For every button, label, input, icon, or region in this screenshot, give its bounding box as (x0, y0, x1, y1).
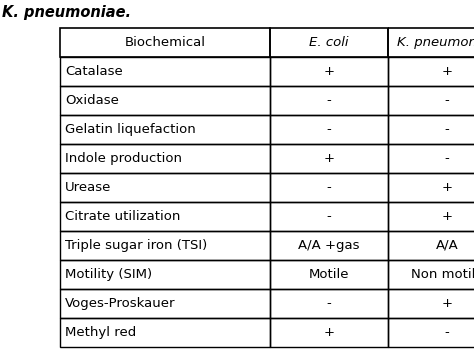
Text: +: + (323, 152, 335, 165)
Text: +: + (441, 210, 453, 223)
Bar (60, 144, 270, 173)
Bar (60, 289, 270, 318)
Bar (388, 57, 474, 86)
Bar (60, 86, 270, 115)
Bar (270, 28, 388, 57)
Bar (60, 115, 270, 144)
Bar (388, 115, 474, 144)
Text: Citrate utilization: Citrate utilization (65, 210, 181, 223)
Text: -: - (445, 326, 449, 339)
Bar (270, 231, 388, 260)
Bar (270, 57, 388, 86)
Text: -: - (445, 94, 449, 107)
Bar (388, 173, 474, 202)
Text: Biochemical: Biochemical (125, 36, 206, 49)
Bar (388, 289, 474, 318)
Text: -: - (327, 94, 331, 107)
Bar (60, 318, 270, 347)
Text: -: - (445, 152, 449, 165)
Bar (270, 144, 388, 173)
Text: +: + (323, 65, 335, 78)
Bar (388, 86, 474, 115)
Bar (388, 318, 474, 347)
Text: A/A: A/A (436, 239, 458, 252)
Text: Motile: Motile (309, 268, 349, 281)
Text: Non motile: Non motile (410, 268, 474, 281)
Text: +: + (441, 65, 453, 78)
Text: Methyl red: Methyl red (65, 326, 136, 339)
Text: Catalase: Catalase (65, 65, 123, 78)
Bar (388, 231, 474, 260)
Text: -: - (327, 123, 331, 136)
Text: Oxidase: Oxidase (65, 94, 119, 107)
Bar (270, 318, 388, 347)
Text: Indole production: Indole production (65, 152, 182, 165)
Bar (388, 260, 474, 289)
Bar (270, 289, 388, 318)
Bar (270, 173, 388, 202)
Text: E. coli: E. coli (309, 36, 349, 49)
Bar (270, 202, 388, 231)
Text: -: - (327, 181, 331, 194)
Bar (270, 260, 388, 289)
Text: Motility (SIM): Motility (SIM) (65, 268, 152, 281)
Bar (60, 231, 270, 260)
Bar (60, 28, 270, 57)
Text: Urease: Urease (65, 181, 111, 194)
Text: -: - (327, 210, 331, 223)
Text: Voges-Proskauer: Voges-Proskauer (65, 297, 175, 310)
Text: K. pneumoniae.: K. pneumoniae. (2, 5, 131, 20)
Text: +: + (441, 181, 453, 194)
Text: Triple sugar iron (TSI): Triple sugar iron (TSI) (65, 239, 207, 252)
Text: Gelatin liquefaction: Gelatin liquefaction (65, 123, 196, 136)
Bar (388, 144, 474, 173)
Bar (270, 86, 388, 115)
Bar (60, 57, 270, 86)
Text: +: + (441, 297, 453, 310)
Bar (388, 202, 474, 231)
Bar (388, 28, 474, 57)
Text: A/A +gas: A/A +gas (298, 239, 360, 252)
Bar (60, 202, 270, 231)
Text: K. pneumoniae: K. pneumoniae (397, 36, 474, 49)
Text: +: + (323, 326, 335, 339)
Text: -: - (445, 123, 449, 136)
Text: -: - (327, 297, 331, 310)
Bar (270, 115, 388, 144)
Bar (60, 260, 270, 289)
Bar (60, 173, 270, 202)
